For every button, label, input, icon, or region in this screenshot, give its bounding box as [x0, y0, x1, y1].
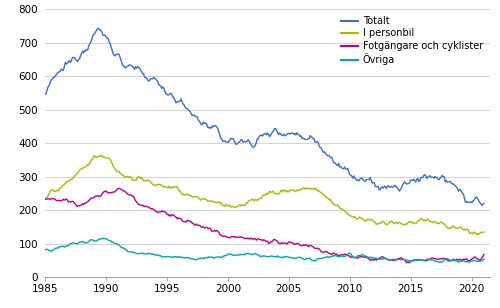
Totalt [479, 204, 485, 207]
I personbil [146, 180, 152, 183]
Totalt [64, 62, 70, 66]
I personbil [302, 187, 308, 191]
I personbil [42, 197, 48, 200]
Fotgängare och cyklister [64, 197, 70, 201]
Fotgängare och cyklister [481, 253, 487, 256]
I personbil [82, 166, 87, 169]
I personbil [474, 233, 480, 236]
Övriga [456, 261, 462, 264]
Övriga [146, 252, 152, 255]
Fotgängare och cyklister [302, 243, 308, 247]
I personbil [99, 153, 105, 157]
Totalt [302, 137, 308, 141]
Fotgängare och cyklister [404, 261, 409, 265]
Fotgängare och cyklister [82, 201, 87, 205]
Övriga [396, 257, 402, 261]
Övriga [302, 257, 308, 261]
I personbil [298, 188, 304, 191]
Line: I personbil: I personbil [45, 155, 484, 234]
Totalt [146, 78, 152, 82]
Fotgängare och cyklister [116, 187, 122, 190]
Övriga [82, 241, 87, 245]
Totalt [481, 202, 487, 205]
Fotgängare och cyklister [42, 197, 48, 201]
Övriga [481, 257, 487, 261]
Legend: Totalt, I personbil, Fotgängare och cyklister, Övriga: Totalt, I personbil, Fotgängare och cykl… [338, 14, 485, 67]
Fotgängare och cyklister [298, 244, 304, 247]
Övriga [42, 248, 48, 252]
Fotgängare och cyklister [396, 257, 402, 260]
Övriga [99, 237, 105, 240]
I personbil [64, 181, 70, 184]
Line: Totalt: Totalt [45, 28, 484, 205]
Totalt [298, 134, 304, 138]
Totalt [42, 92, 48, 96]
I personbil [481, 230, 487, 234]
Övriga [298, 256, 304, 260]
I personbil [396, 221, 402, 225]
Totalt [82, 49, 87, 52]
Line: Övriga: Övriga [45, 238, 484, 262]
Totalt [396, 188, 402, 192]
Totalt [95, 26, 101, 30]
Fotgängare och cyklister [146, 206, 152, 210]
Line: Fotgängare och cyklister: Fotgängare och cyklister [45, 188, 484, 263]
Övriga [64, 244, 70, 248]
